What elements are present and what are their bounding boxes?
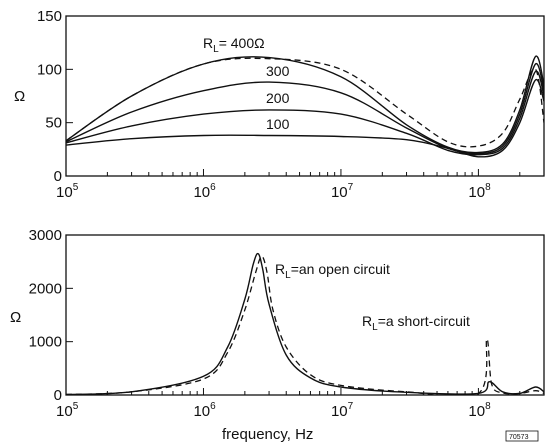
bottom-x-tick-label: 106 [193,401,216,420]
bottom-series-lines [66,252,544,395]
top-y-tick-label: 50 [45,115,62,132]
top-series-0-dashed-line [66,57,544,148]
label-rl-300: 300 [266,63,290,79]
figure-id-text: 70573 [509,434,529,441]
top-y-axis-label: Ω [14,88,25,105]
top-y-tick-label: 150 [37,8,62,25]
label-open-circuit: RL=an open circuit [275,261,390,281]
bottom-y-tick-label: 2000 [29,280,62,297]
bottom-x-tick-label: 105 [56,401,79,420]
bottom-x-ticks: 105 106 107 108 [56,388,545,420]
label-short-circuit: RL=a short-circuit [362,313,470,333]
top-series-2-solid-line [66,70,544,156]
bottom-y-tick-label: 1000 [29,334,62,351]
top-x-tick-label: 105 [56,182,79,201]
top-x-ticks: 105 106 107 108 [56,169,545,201]
top-y-ticks: 0 50 100 150 [37,8,73,185]
bottom-x-tick-label: 108 [468,401,491,420]
label-rl-100: 100 [266,116,290,132]
figure-id-badge: 70573 [505,430,539,442]
top-series-3-solid-line [66,79,544,158]
bottom-series-0-solid-line [66,252,544,395]
top-x-tick-label: 107 [331,182,354,201]
top-chart: 0 50 100 150 105 106 107 108 Ω RL= 400Ω 300 20… [14,8,545,201]
label-rl-200: 200 [266,90,290,106]
top-y-tick-label: 100 [37,61,62,78]
bottom-y-ticks: 0 1000 2000 3000 [29,227,73,404]
top-series-lines [66,55,544,158]
top-x-tick-label: 108 [468,182,491,201]
bottom-y-tick-label: 3000 [29,227,62,244]
top-y-tick-label: 0 [54,168,62,185]
label-rl-400: RL= 400Ω [203,35,265,55]
top-x-tick-label: 106 [193,182,216,201]
bottom-y-tick-label: 0 [54,387,62,404]
bottom-series-0-dashed-line [66,255,544,395]
top-series-1-solid-line [66,63,544,155]
bottom-plot-frame [65,234,545,396]
bottom-chart: 0 1000 2000 3000 105 106 107 108 Ω frequency, … [10,227,545,443]
bottom-x-tick-label: 107 [331,401,354,420]
bottom-x-axis-label: frequency, Hz [222,426,313,443]
bottom-y-axis-label: Ω [10,309,21,326]
